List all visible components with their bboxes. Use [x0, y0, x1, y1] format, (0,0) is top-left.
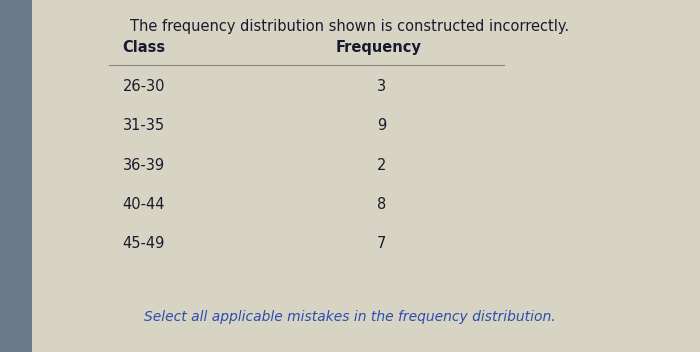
Text: 36-39: 36-39: [122, 158, 164, 172]
Text: 8: 8: [377, 197, 386, 212]
Text: 40-44: 40-44: [122, 197, 165, 212]
Text: 7: 7: [377, 237, 386, 251]
Text: 26-30: 26-30: [122, 79, 165, 94]
Text: 3: 3: [377, 79, 386, 94]
Text: The frequency distribution shown is constructed incorrectly.: The frequency distribution shown is cons…: [130, 19, 570, 34]
Text: Select all applicable mistakes in the frequency distribution.: Select all applicable mistakes in the fr…: [144, 310, 556, 324]
Text: Class: Class: [122, 39, 166, 55]
Text: 45-49: 45-49: [122, 237, 165, 251]
Text: 2: 2: [377, 158, 386, 172]
Text: Frequency: Frequency: [336, 39, 422, 55]
Text: 31-35: 31-35: [122, 118, 164, 133]
Text: 9: 9: [377, 118, 386, 133]
